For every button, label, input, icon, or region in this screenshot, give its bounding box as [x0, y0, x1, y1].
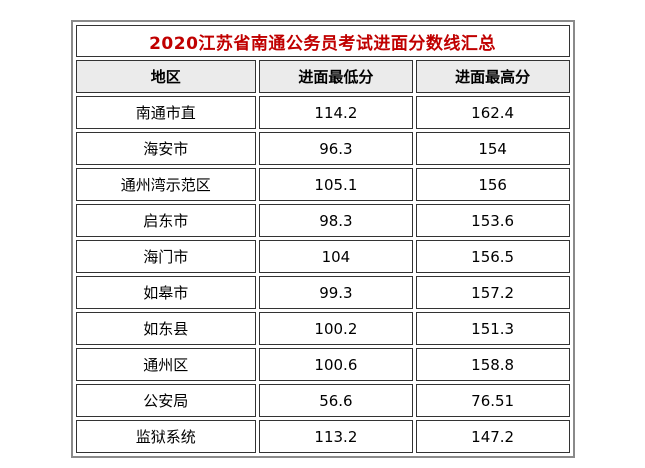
- table-row: 南通市直 114.2 162.4: [75, 96, 570, 129]
- min-score-cell: 104: [259, 240, 413, 273]
- region-cell: 通州湾示范区: [75, 168, 257, 201]
- table-row: 如皋市 99.3 157.2: [75, 276, 570, 309]
- region-cell: 海安市: [75, 132, 257, 165]
- region-cell: 如皋市: [75, 276, 257, 309]
- region-cell: 如东县: [75, 312, 257, 345]
- region-cell: 通州区: [75, 348, 257, 381]
- min-score-cell: 96.3: [259, 132, 413, 165]
- table-row: 启东市 98.3 153.6: [75, 204, 570, 237]
- max-score-cell: 154: [415, 132, 570, 165]
- min-score-cell: 113.2: [259, 420, 413, 453]
- title-row: 2020江苏省南通公务员考试进面分数线汇总: [75, 25, 570, 57]
- region-cell: 海门市: [75, 240, 257, 273]
- column-header-min-score: 进面最低分: [259, 60, 413, 93]
- max-score-cell: 151.3: [415, 312, 570, 345]
- table-title: 2020江苏省南通公务员考试进面分数线汇总: [75, 25, 570, 57]
- min-score-cell: 114.2: [259, 96, 413, 129]
- table-row: 海门市 104 156.5: [75, 240, 570, 273]
- table-row: 海安市 96.3 154: [75, 132, 570, 165]
- max-score-cell: 158.8: [415, 348, 570, 381]
- table-row: 通州湾示范区 105.1 156: [75, 168, 570, 201]
- score-table: 2020江苏省南通公务员考试进面分数线汇总 地区 进面最低分 进面最高分 南通市…: [70, 20, 575, 458]
- min-score-cell: 100.6: [259, 348, 413, 381]
- min-score-cell: 105.1: [259, 168, 413, 201]
- table-row: 如东县 100.2 151.3: [75, 312, 570, 345]
- region-cell: 公安局: [75, 384, 257, 417]
- region-cell: 南通市直: [75, 96, 257, 129]
- table-row: 公安局 56.6 76.51: [75, 384, 570, 417]
- max-score-cell: 162.4: [415, 96, 570, 129]
- max-score-cell: 156.5: [415, 240, 570, 273]
- region-cell: 监狱系统: [75, 420, 257, 453]
- column-header-region: 地区: [75, 60, 257, 93]
- table-row: 通州区 100.6 158.8: [75, 348, 570, 381]
- max-score-cell: 153.6: [415, 204, 570, 237]
- region-cell: 启东市: [75, 204, 257, 237]
- min-score-cell: 98.3: [259, 204, 413, 237]
- min-score-cell: 99.3: [259, 276, 413, 309]
- column-header-max-score: 进面最高分: [415, 60, 570, 93]
- table-row: 监狱系统 113.2 147.2: [75, 420, 570, 453]
- min-score-cell: 100.2: [259, 312, 413, 345]
- header-row: 地区 进面最低分 进面最高分: [75, 60, 570, 93]
- max-score-cell: 157.2: [415, 276, 570, 309]
- min-score-cell: 56.6: [259, 384, 413, 417]
- max-score-cell: 147.2: [415, 420, 570, 453]
- max-score-cell: 156: [415, 168, 570, 201]
- table-body: 南通市直 114.2 162.4 海安市 96.3 154 通州湾示范区 105.1 156 启东…: [75, 96, 570, 453]
- max-score-cell: 76.51: [415, 384, 570, 417]
